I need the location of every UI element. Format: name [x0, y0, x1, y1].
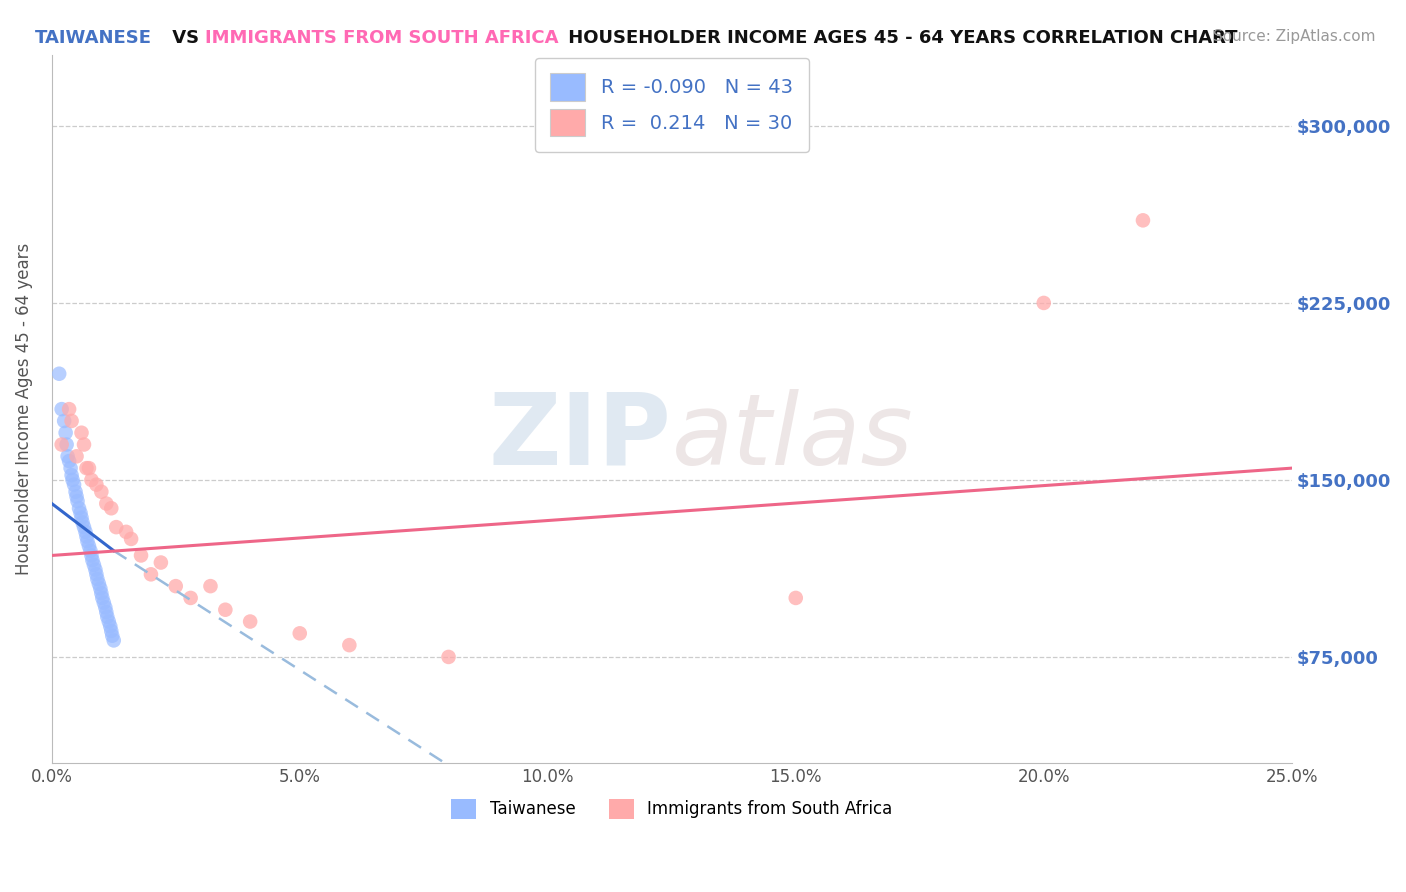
Legend: Taiwanese, Immigrants from South Africa: Taiwanese, Immigrants from South Africa	[444, 792, 898, 826]
Point	[60, 468, 83, 483]
Point	[149, 556, 172, 570]
Point	[80, 549, 103, 563]
Point	[94, 600, 117, 615]
Point	[51, 402, 73, 417]
Text: VS: VS	[166, 29, 205, 46]
Point	[70, 510, 93, 524]
Point	[69, 506, 91, 520]
Point	[86, 477, 108, 491]
Point	[63, 477, 86, 491]
Point	[1032, 296, 1054, 310]
Point	[58, 454, 80, 468]
Point	[77, 539, 100, 553]
Point	[76, 534, 98, 549]
Point	[53, 414, 76, 428]
Point	[80, 473, 103, 487]
Point	[437, 649, 460, 664]
Point	[1132, 213, 1154, 227]
Point	[93, 596, 115, 610]
Point	[98, 619, 121, 633]
Point	[90, 484, 112, 499]
Point	[58, 402, 80, 417]
Point	[67, 501, 90, 516]
Point	[51, 437, 73, 451]
Point	[139, 567, 162, 582]
Point	[105, 520, 128, 534]
Y-axis label: Householder Income Ages 45 - 64 years: Householder Income Ages 45 - 64 years	[15, 243, 32, 575]
Point	[70, 425, 93, 440]
Point	[77, 461, 100, 475]
Point	[96, 496, 118, 510]
Point	[239, 615, 262, 629]
Point	[60, 414, 83, 428]
Point	[87, 576, 110, 591]
Point	[86, 572, 108, 586]
Point	[59, 461, 82, 475]
Point	[73, 437, 96, 451]
Point	[56, 450, 79, 464]
Text: HOUSEHOLDER INCOME AGES 45 - 64 YEARS CORRELATION CHART: HOUSEHOLDER INCOME AGES 45 - 64 YEARS CO…	[562, 29, 1237, 46]
Point	[65, 484, 87, 499]
Point	[100, 624, 122, 638]
Point	[55, 425, 77, 440]
Point	[84, 563, 107, 577]
Point	[79, 543, 101, 558]
Point	[73, 520, 96, 534]
Point	[115, 524, 138, 539]
Point	[65, 490, 87, 504]
Point	[96, 609, 118, 624]
Point	[76, 461, 98, 475]
Point	[55, 437, 77, 451]
Text: atlas: atlas	[672, 389, 914, 486]
Point	[48, 367, 70, 381]
Point	[120, 532, 142, 546]
Point	[103, 633, 125, 648]
Point	[91, 591, 114, 605]
Point	[90, 586, 112, 600]
Point	[200, 579, 222, 593]
Point	[129, 549, 152, 563]
Point	[82, 553, 104, 567]
Point	[214, 603, 236, 617]
Point	[89, 582, 111, 596]
Text: Source: ZipAtlas.com: Source: ZipAtlas.com	[1212, 29, 1375, 44]
Point	[75, 524, 97, 539]
Point	[288, 626, 311, 640]
Point	[97, 615, 120, 629]
Point	[96, 605, 118, 619]
Point	[83, 558, 105, 572]
Point	[100, 501, 122, 516]
Point	[785, 591, 807, 605]
Point	[65, 450, 87, 464]
Point	[337, 638, 360, 652]
Text: IMMIGRANTS FROM SOUTH AFRICA: IMMIGRANTS FROM SOUTH AFRICA	[205, 29, 558, 46]
Point	[101, 629, 124, 643]
Point	[165, 579, 187, 593]
Point	[86, 567, 108, 582]
Point	[72, 516, 94, 530]
Point	[66, 494, 89, 508]
Text: ZIP: ZIP	[489, 389, 672, 486]
Point	[76, 530, 98, 544]
Text: TAIWANESE: TAIWANESE	[35, 29, 152, 46]
Point	[180, 591, 202, 605]
Point	[62, 473, 84, 487]
